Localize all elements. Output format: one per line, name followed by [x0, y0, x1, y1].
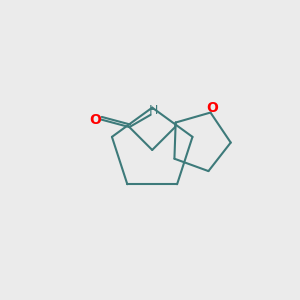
- Text: H: H: [148, 104, 158, 117]
- Text: O: O: [206, 101, 218, 115]
- Text: O: O: [89, 112, 101, 127]
